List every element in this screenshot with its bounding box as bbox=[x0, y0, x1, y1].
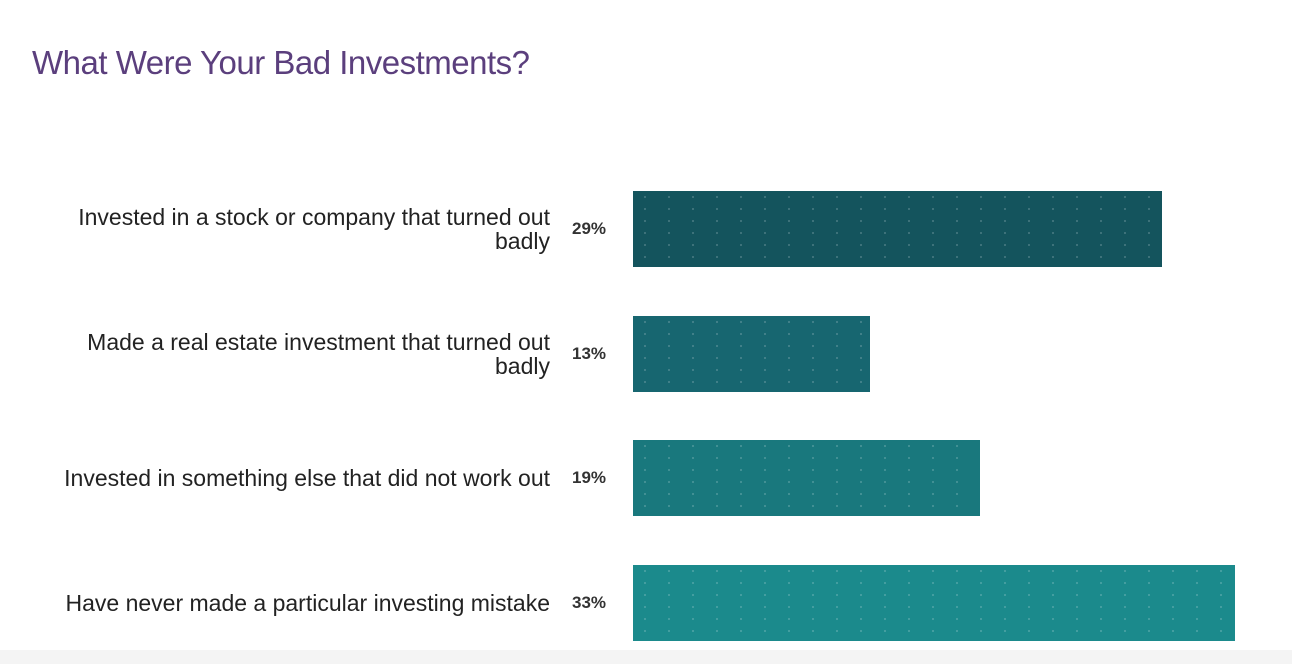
bar bbox=[633, 440, 980, 516]
value-label: 19% bbox=[572, 468, 607, 487]
category-label: Invested in something else that did not … bbox=[64, 465, 550, 491]
bar bbox=[633, 191, 1163, 267]
category-label: Made a real estate investment that turne… bbox=[87, 328, 550, 379]
value-label: 13% bbox=[572, 343, 607, 363]
footer-strip bbox=[0, 650, 1292, 664]
bar bbox=[633, 315, 871, 392]
value-label: 33% bbox=[572, 592, 607, 612]
category-label: Have never made a particular investing m… bbox=[65, 589, 550, 616]
chart-title: What Were Your Bad Investments? bbox=[32, 44, 530, 81]
value-label: 29% bbox=[572, 219, 607, 238]
category-label: Invested in a stock or company that turn… bbox=[78, 204, 550, 254]
bar bbox=[633, 564, 1236, 641]
